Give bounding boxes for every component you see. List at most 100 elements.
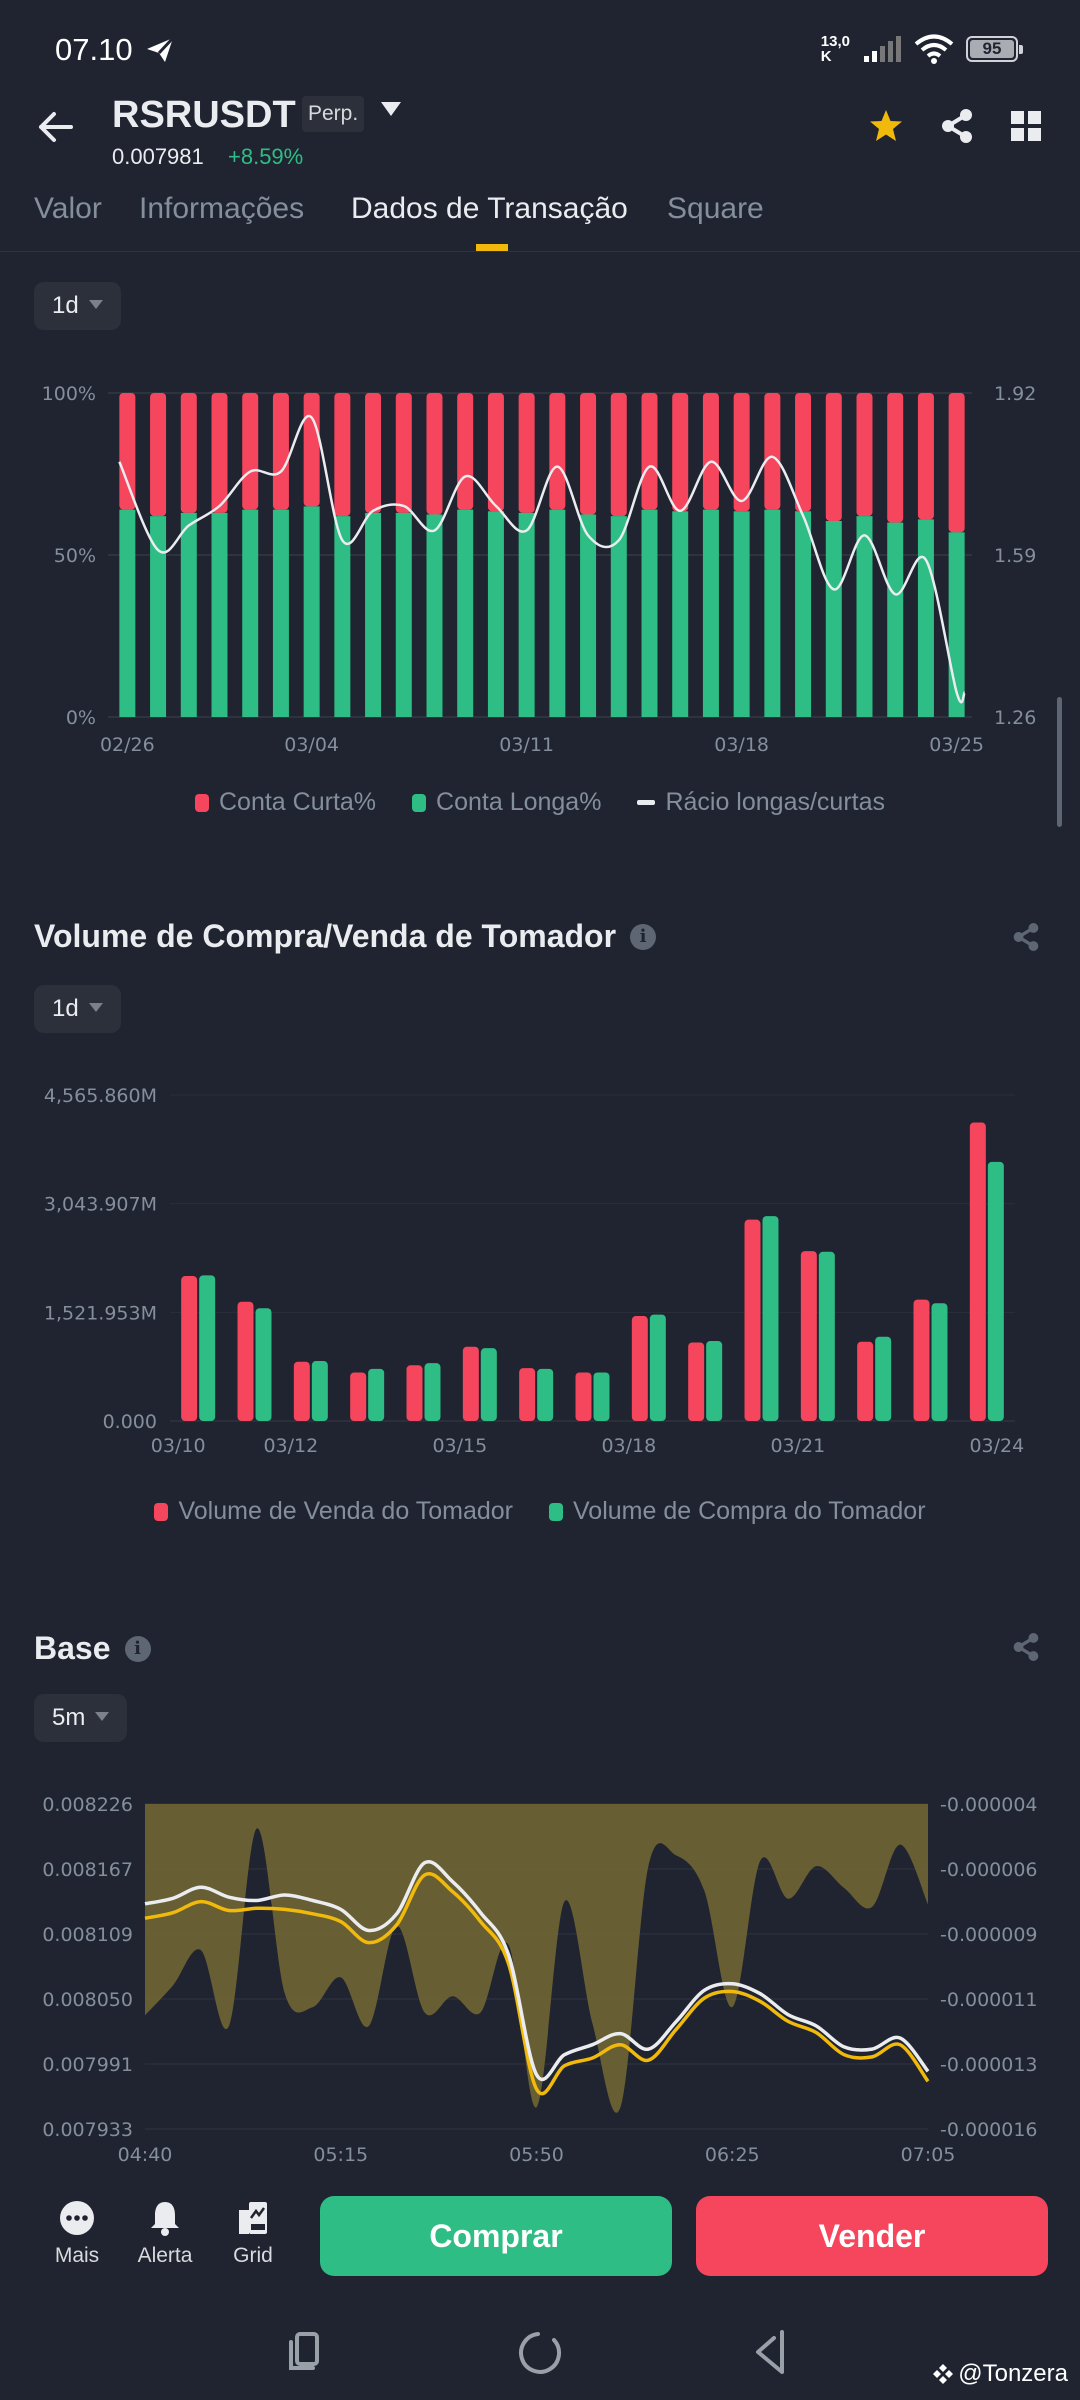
interval-selector-long-short[interactable]: 1d xyxy=(34,282,121,330)
x-tick: 03/12 xyxy=(263,1435,318,1457)
bar-buy-volume xyxy=(537,1368,554,1421)
y-right-tick: -0.000011 xyxy=(940,1989,1038,2011)
bar-long xyxy=(549,509,566,717)
info-icon[interactable]: i xyxy=(124,1635,151,1662)
bar-short xyxy=(426,393,443,515)
bar-short xyxy=(795,393,812,512)
bar-short xyxy=(211,393,228,513)
y-left-tick: 0.008167 xyxy=(42,1859,133,1881)
bar-long xyxy=(702,509,719,717)
x-tick: 05:50 xyxy=(509,2144,564,2166)
y-left-tick: 100% xyxy=(42,383,96,405)
share-chart-icon[interactable] xyxy=(1012,922,1040,952)
symbol-dropdown-icon[interactable] xyxy=(381,102,401,116)
bottom-action-bar: Mais Alerta Grid Comprar Vender xyxy=(0,2180,1080,2290)
net-speed: 13,0 K xyxy=(820,33,850,65)
bar-short xyxy=(672,393,689,512)
bar-sell-volume xyxy=(631,1316,648,1421)
bar-short xyxy=(303,393,320,507)
bar-long xyxy=(426,514,443,717)
grid-bot-icon xyxy=(239,2202,267,2234)
bar-sell-volume xyxy=(406,1365,423,1421)
x-tick: 03/10 xyxy=(151,1435,206,1457)
share-chart-icon[interactable] xyxy=(1012,1632,1040,1662)
bar-sell-volume xyxy=(519,1368,536,1421)
basis-area xyxy=(145,1804,928,2113)
buy-button[interactable]: Comprar xyxy=(320,2196,672,2276)
bar-long xyxy=(856,516,873,717)
y-left-tick: 0% xyxy=(66,707,96,729)
bar-short xyxy=(180,393,197,513)
grid-button[interactable]: Grid xyxy=(218,2200,288,2268)
signal-icon xyxy=(864,36,901,62)
legend-buy-volume[interactable]: Volume de Compra do Tomador xyxy=(549,1497,926,1526)
bar-long xyxy=(733,511,750,717)
bar-short xyxy=(119,393,136,510)
info-icon[interactable]: i xyxy=(630,923,657,950)
index-price-line xyxy=(144,1859,930,2081)
tab-informacoes[interactable]: Informações xyxy=(139,192,305,225)
bar-long xyxy=(764,509,781,717)
sell-button[interactable]: Vender xyxy=(696,2196,1048,2276)
back-nav-icon[interactable] xyxy=(752,2328,792,2376)
legend-ratio[interactable]: Rácio longas/curtas xyxy=(637,788,885,817)
page-scrollbar[interactable] xyxy=(1057,697,1062,827)
bar-sell-volume xyxy=(688,1342,705,1421)
y-right-tick: 1.26 xyxy=(994,707,1036,729)
y-left-tick: 0.007933 xyxy=(42,2119,133,2141)
y-left-tick: 50% xyxy=(54,545,96,567)
tab-dados-de-transacao[interactable]: Dados de Transação xyxy=(351,192,628,225)
legend-sell-volume[interactable]: Volume de Venda do Tomador xyxy=(154,1497,513,1526)
x-tick: 03/18 xyxy=(714,734,769,756)
bar-long xyxy=(303,506,320,717)
interval-selector-basis[interactable]: 5m xyxy=(34,1694,128,1742)
legend-long[interactable]: Conta Longa% xyxy=(412,788,601,817)
y-right-tick: 1.92 xyxy=(994,383,1036,405)
bar-sell-volume xyxy=(350,1372,367,1421)
tab-square[interactable]: Square xyxy=(667,192,764,225)
bar-sell-volume xyxy=(181,1276,198,1421)
bar-short xyxy=(334,393,351,517)
tab-bar: Valor Informações Dados de Transação Squ… xyxy=(0,192,1080,252)
sell-swatch xyxy=(154,1502,169,1521)
long-short-ratio-chart: 0% 1.26 50% 1.59 100% 1.92 02/26 03/04 03/11 03/1… xyxy=(42,383,1037,756)
bar-short xyxy=(580,393,597,515)
y-right-tick: -0.000009 xyxy=(940,1924,1038,1946)
bar-short xyxy=(242,393,259,510)
wifi-icon xyxy=(914,34,954,64)
status-indicators: 13,0 K 95 xyxy=(820,33,1023,65)
y-right-tick: 1.59 xyxy=(994,545,1036,567)
taker-volume-title: Volume de Compra/Venda de Tomador i xyxy=(34,918,657,955)
interval-selector-taker-volume[interactable]: 1d xyxy=(34,985,121,1033)
y-right-tick: -0.000004 xyxy=(940,1794,1038,1816)
y-right-tick: -0.000016 xyxy=(940,2119,1038,2141)
bar-short xyxy=(549,393,566,510)
alert-button[interactable]: Alerta xyxy=(130,2200,200,2268)
bar-long xyxy=(580,514,597,717)
battery-indicator: 95 xyxy=(966,36,1023,62)
home-icon[interactable] xyxy=(518,2330,564,2376)
bar-buy-volume xyxy=(311,1361,328,1421)
bar-short xyxy=(518,393,535,513)
bar-buy-volume xyxy=(593,1372,610,1421)
share-icon[interactable] xyxy=(940,108,974,144)
recent-apps-icon[interactable] xyxy=(283,2330,323,2374)
bar-short xyxy=(457,393,474,510)
legend-short[interactable]: Conta Curta% xyxy=(195,788,376,817)
bar-long xyxy=(795,511,812,717)
long-short-legend: Conta Curta% Conta Longa% Rácio longas/c… xyxy=(0,788,1080,817)
favorite-star-icon[interactable] xyxy=(868,109,904,143)
tab-valor[interactable]: Valor xyxy=(34,192,102,225)
back-arrow-icon[interactable] xyxy=(36,110,74,144)
bar-long xyxy=(365,512,382,717)
bar-short xyxy=(610,393,627,517)
binance-logo-icon xyxy=(933,2364,954,2384)
bar-long xyxy=(825,520,842,717)
bar-sell-volume xyxy=(293,1361,310,1421)
bar-short xyxy=(487,393,504,512)
layout-grid-icon[interactable] xyxy=(1010,110,1042,142)
active-tab-indicator xyxy=(476,244,508,251)
more-button[interactable]: Mais xyxy=(42,2200,112,2268)
symbol-name[interactable]: RSRUSDT xyxy=(112,94,296,136)
bar-sell-volume xyxy=(237,1301,254,1421)
